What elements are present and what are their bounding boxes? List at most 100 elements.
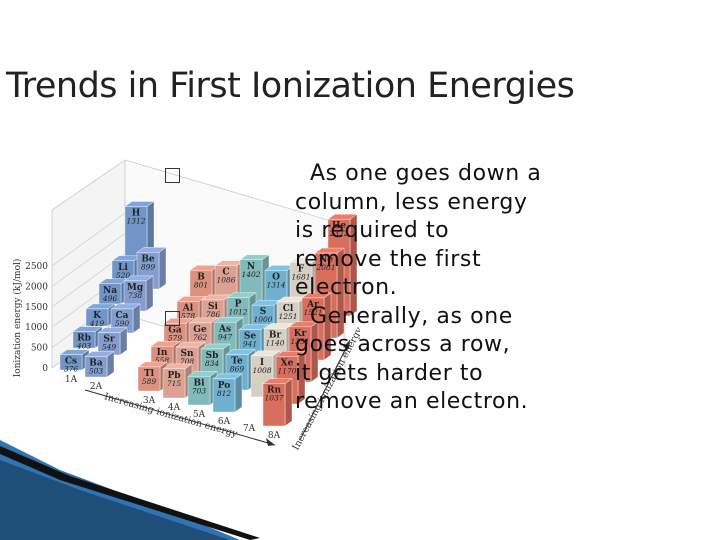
arrow-head	[266, 438, 275, 446]
element-symbol: Xe	[281, 358, 294, 368]
y-tick-label: 1000	[25, 323, 48, 333]
element-symbol: Po	[218, 381, 231, 391]
bar	[262, 383, 286, 427]
element-value: 2081	[315, 263, 335, 272]
y-tick-label: 500	[31, 344, 48, 354]
grid-line	[51, 233, 126, 287]
element-symbol: O	[272, 272, 280, 282]
element-value: 589	[142, 377, 157, 386]
element-value: 590	[115, 319, 130, 328]
y-tick-label: 0	[42, 364, 48, 374]
element-symbol: Si	[208, 302, 218, 312]
bar	[85, 308, 109, 327]
element-value: 869	[230, 365, 245, 374]
element-symbol: He	[332, 221, 347, 231]
element-symbol: Ne	[319, 255, 333, 265]
element-value: 1170	[277, 366, 296, 375]
element-symbol: Rn	[267, 386, 281, 396]
element-value: 579	[168, 333, 183, 342]
element-value: 1351	[290, 337, 309, 346]
element-value: 496	[102, 294, 118, 303]
element-symbol: Ga	[168, 325, 182, 335]
element-value: 578	[181, 311, 196, 320]
element-value: 1312	[126, 216, 145, 225]
element-value: 1000	[253, 315, 272, 324]
y-tick-label: 2500	[25, 262, 48, 272]
element-symbol: N	[247, 262, 255, 272]
bar	[212, 378, 236, 413]
element-value: 503	[89, 366, 104, 375]
group-label: 1A	[65, 375, 78, 385]
group-label: 7A	[243, 424, 256, 434]
element-value: 941	[243, 340, 257, 349]
element-symbol: Sn	[180, 349, 193, 359]
y-tick-label: 2000	[25, 282, 48, 292]
y-axis-label: Ionization energy (kJ/mol)	[12, 259, 23, 378]
element-value: 947	[218, 332, 233, 341]
element-symbol: Cs	[65, 357, 77, 367]
element-value: 2372	[328, 229, 348, 238]
element-symbol: Ba	[89, 358, 103, 368]
element-symbol: C	[222, 268, 229, 278]
swoosh	[0, 460, 230, 540]
group-label: 5A	[193, 410, 206, 420]
arrow-head	[343, 340, 350, 349]
element-symbol: Tl	[144, 369, 155, 379]
element-symbol: Na	[103, 286, 117, 296]
element-symbol: Al	[182, 303, 194, 313]
element-value: 1402	[241, 270, 260, 279]
element-value: 834	[205, 359, 220, 368]
group-label: 4A	[168, 403, 181, 413]
group-label: 2A	[90, 382, 103, 392]
element-value: 1086	[216, 276, 235, 285]
element-value: 549	[102, 343, 117, 352]
y-tick-label: 1500	[25, 303, 48, 313]
element-value: 1251	[278, 312, 297, 321]
element-value: 1008	[252, 366, 271, 375]
bullet-line: goes across a row,	[295, 332, 511, 357]
bullet-line: remove an electron.	[295, 389, 529, 414]
element-value: 558	[155, 356, 170, 365]
element-symbol: As	[218, 324, 231, 334]
element-symbol: Se	[244, 332, 256, 342]
bar	[72, 331, 96, 349]
element-symbol: Li	[118, 263, 128, 273]
element-symbol: Sb	[206, 351, 219, 361]
bar	[187, 376, 211, 406]
group-label: 8A	[268, 431, 281, 441]
element-symbol: Kr	[294, 329, 307, 339]
swoosh-line	[0, 446, 260, 540]
element-value: 762	[193, 333, 208, 342]
element-value: 1037	[264, 394, 283, 403]
element-symbol: I	[260, 358, 264, 368]
element-value: 738	[128, 291, 143, 300]
element-symbol: S	[260, 307, 267, 317]
grid-line	[51, 212, 126, 267]
element-value: 376	[64, 365, 79, 374]
element-value: 419	[89, 319, 105, 328]
element-symbol: P	[235, 300, 242, 310]
bullet-line: it gets harder to	[295, 360, 484, 386]
element-value: 1140	[265, 338, 284, 347]
element-symbol: Ca	[116, 311, 129, 321]
bar	[59, 354, 83, 371]
element-symbol: Sr	[103, 335, 114, 345]
element-value: 1012	[228, 308, 247, 317]
element-value: 1681	[291, 272, 310, 281]
element-symbol: Ge	[193, 325, 207, 335]
bullet: Generally, as one goes across a row, it ge…	[75, 303, 542, 417]
bar	[84, 356, 108, 378]
down-arrow	[84, 389, 276, 446]
element-value: 786	[206, 310, 221, 319]
element-value: 899	[141, 262, 156, 271]
element-symbol: Br	[269, 330, 282, 340]
element-symbol: Be	[141, 254, 155, 264]
across-arrow	[299, 339, 351, 441]
bullet-line: As one goes down a	[310, 160, 542, 189]
bar	[137, 366, 161, 392]
bar	[162, 368, 186, 399]
element-symbol: Cl	[283, 304, 294, 314]
element-symbol: Bi	[193, 378, 205, 388]
element-symbol: B	[197, 272, 205, 282]
